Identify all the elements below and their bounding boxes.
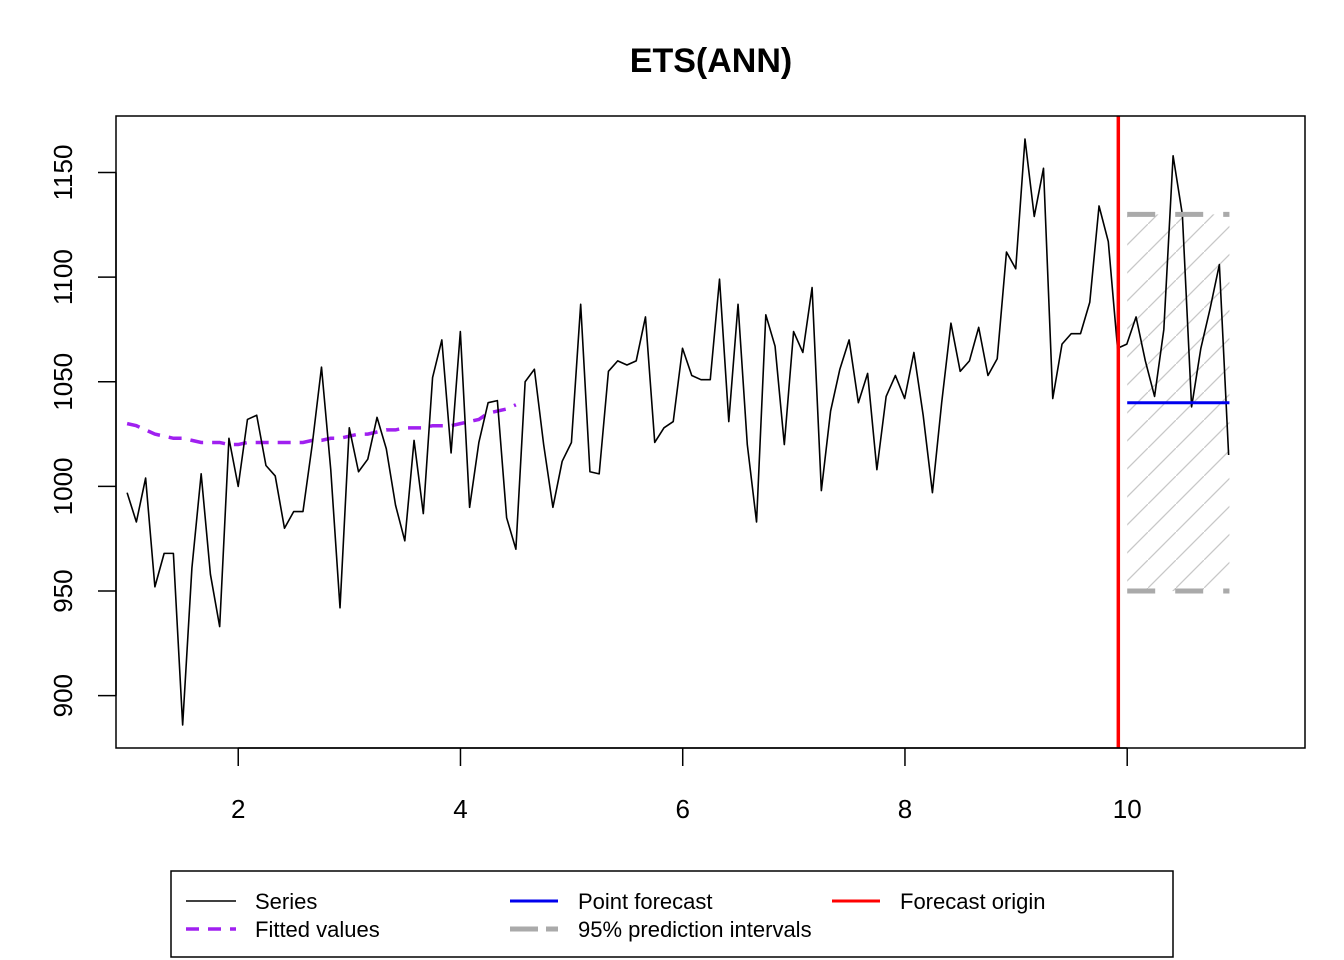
fitted-line (126, 403, 517, 447)
y-axis: 900 950 1000 1050 1100 1150 (48, 145, 117, 717)
legend-label-point-forecast: Point forecast (578, 889, 713, 914)
y-tick-label: 1100 (48, 249, 78, 305)
legend-label-interval: 95% prediction intervals (578, 917, 812, 942)
y-tick-label: 1150 (48, 145, 78, 201)
x-tick-label: 4 (453, 794, 467, 824)
x-axis: 2 4 6 8 10 (231, 747, 1142, 824)
legend-label-origin: Forecast origin (900, 889, 1046, 914)
legend-box (170, 870, 1174, 958)
legend-label-series: Series (255, 889, 317, 914)
x-tick-label: 6 (675, 794, 689, 824)
plot-area (126, 116, 1230, 748)
y-tick-label: 1000 (48, 457, 78, 515)
legend-label-fitted: Fitted values (255, 917, 380, 942)
y-tick-label: 1050 (48, 353, 78, 411)
x-tick-label: 2 (231, 794, 245, 824)
series-line (126, 138, 1230, 726)
legend: Series Fitted values Point forecast 95% … (170, 870, 1174, 958)
x-tick-label: 10 (1113, 794, 1142, 824)
y-tick-label: 900 (48, 674, 78, 717)
y-tick-label: 950 (48, 569, 78, 612)
chart-title: ETS(ANN) (630, 42, 792, 80)
plot-frame (115, 115, 1306, 749)
x-tick-label: 8 (898, 794, 912, 824)
